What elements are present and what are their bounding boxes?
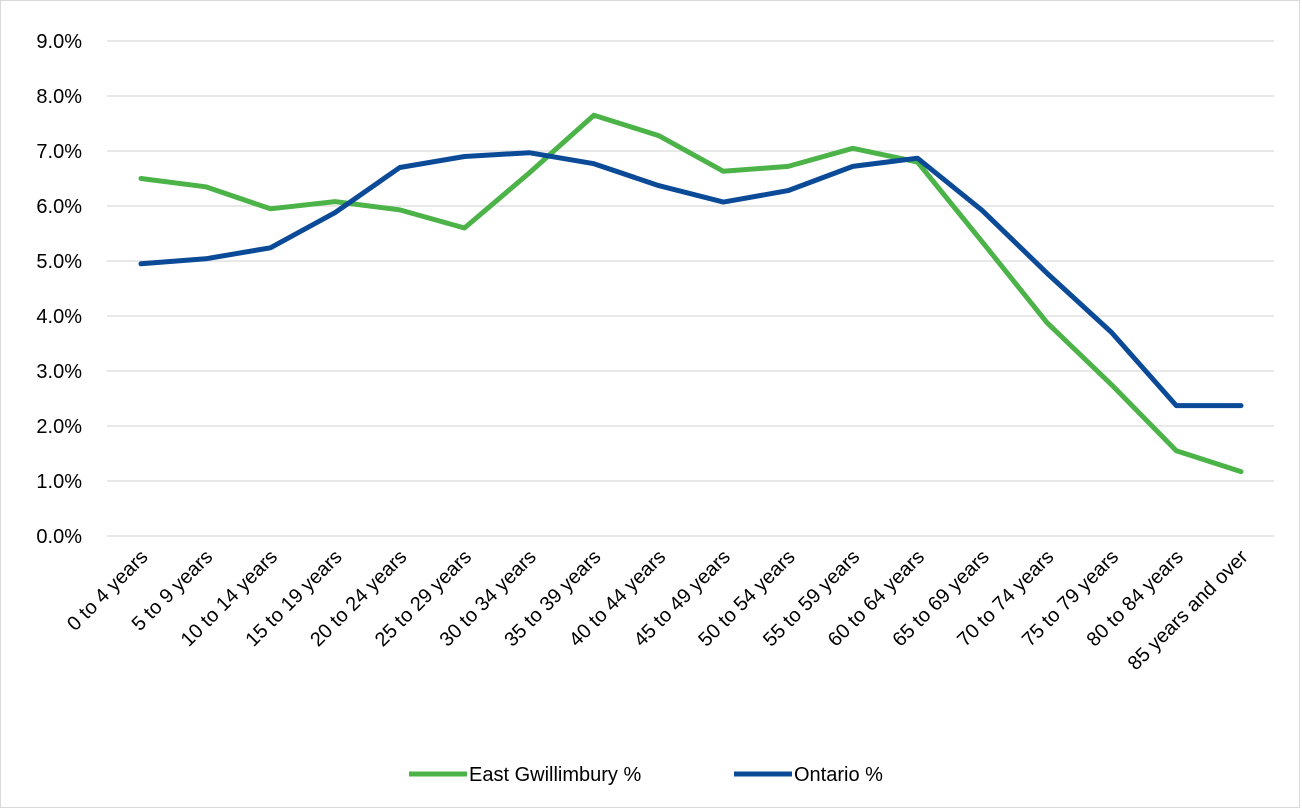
y-tick-label: 7.0% [36,141,82,163]
data-point [1174,448,1179,453]
data-point [139,261,144,266]
y-tick-label: 0.0% [36,526,82,548]
data-point [721,169,726,174]
data-point [397,165,402,170]
series-line-east-gwillimbury [138,112,1244,475]
data-point [1239,469,1244,474]
legend-item-east-gwillimbury: East Gwillimbury % [409,764,641,786]
data-point [333,210,338,215]
data-point [850,146,855,151]
data-point [980,208,985,213]
legend-label: Ontario % [794,764,883,786]
y-tick-label: 5.0% [36,251,82,273]
data-point [203,184,208,189]
x-tick-label: 85 years and over [1124,546,1253,675]
y-tick-label: 9.0% [36,31,82,53]
data-point [786,164,791,169]
data-point [333,199,338,204]
data-point [656,133,661,138]
data-point [980,239,985,244]
y-tick-label: 3.0% [36,361,82,383]
data-point [268,206,273,211]
y-tick-label: 8.0% [36,86,82,108]
data-point [1109,382,1114,387]
legend-item-ontario: Ontario % [734,764,883,786]
legend-label: East Gwillimbury % [469,764,641,786]
data-point [1109,330,1114,335]
data-point [397,207,402,212]
data-point [139,176,144,181]
data-point [203,256,208,261]
y-tick-label: 4.0% [36,306,82,328]
data-point [591,161,596,166]
data-point [915,156,920,161]
data-point [1239,403,1244,408]
data-point [268,245,273,250]
data-point [462,154,467,159]
data-point [1174,403,1179,408]
data-point [527,171,532,176]
y-tick-label: 2.0% [36,416,82,438]
data-point [527,150,532,155]
gridlines [107,40,1274,537]
data-point [656,183,661,188]
data-point [721,200,726,205]
y-tick-label: 1.0% [36,471,82,493]
y-tick-label: 6.0% [36,196,82,218]
series-line-ontario [138,150,1244,409]
data-point [786,188,791,193]
data-point [850,164,855,169]
data-point [462,226,467,231]
data-point [1044,320,1049,325]
data-point [1044,271,1049,276]
data-point [591,113,596,118]
